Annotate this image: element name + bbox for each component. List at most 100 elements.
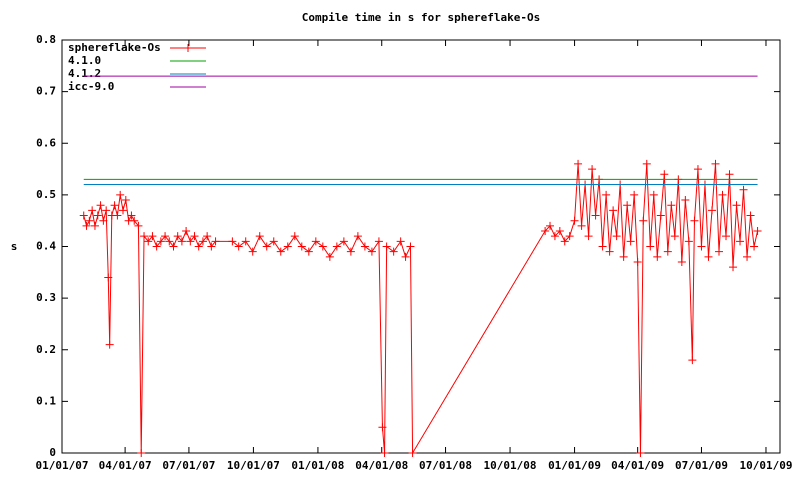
point-marker (584, 232, 593, 241)
point-marker (134, 221, 143, 230)
point-marker (360, 242, 369, 251)
point-marker (565, 232, 574, 241)
point-marker (382, 242, 391, 251)
point-marker (570, 216, 579, 225)
point-marker (90, 221, 99, 230)
point-marker (79, 211, 88, 220)
point-marker (297, 242, 306, 251)
point-marker (207, 242, 216, 251)
point-marker (105, 340, 114, 349)
point-marker (198, 237, 207, 246)
point-marker (169, 242, 178, 251)
point-marker (182, 227, 191, 236)
point-marker (406, 242, 415, 251)
point-marker (283, 242, 292, 251)
point-marker (311, 237, 320, 246)
point-marker (88, 206, 97, 215)
point-marker (269, 237, 278, 246)
point-marker (681, 196, 690, 205)
point-marker (636, 449, 645, 457)
point-marker (704, 252, 713, 261)
point-marker (93, 211, 102, 220)
x-tick-label: 01/01/08 (291, 459, 344, 472)
point-marker (380, 449, 389, 457)
point-marker (137, 449, 146, 457)
point-marker (743, 252, 752, 261)
x-tick-label: 10/01/09 (739, 459, 792, 472)
y-tick-label: 0.2 (36, 343, 56, 356)
point-marker (753, 227, 762, 236)
point-marker (630, 190, 639, 199)
point-marker (677, 257, 686, 266)
point-marker (560, 237, 569, 246)
chart-title: Compile time in s for sphereflake-Os (302, 11, 540, 24)
point-marker (729, 263, 738, 272)
point-marker (714, 247, 723, 256)
x-tick-label: 07/01/09 (675, 459, 728, 472)
y-tick-label: 0.5 (36, 188, 56, 201)
point-marker (203, 232, 212, 241)
point-marker (177, 237, 186, 246)
point-marker (161, 232, 170, 241)
point-marker (690, 216, 699, 225)
x-tick-label: 10/01/08 (484, 459, 537, 472)
point-marker (660, 170, 669, 179)
point-marker (711, 159, 720, 168)
point-marker (642, 159, 651, 168)
legend-label: 4.1.2 (68, 67, 101, 80)
legend-label: sphereflake-Os (68, 41, 161, 54)
point-marker (546, 221, 555, 230)
point-marker (248, 247, 257, 256)
y-tick-label: 0 (49, 446, 56, 459)
point-marker (670, 232, 679, 241)
y-axis-label: s (11, 240, 18, 253)
point-marker (633, 257, 642, 266)
point-marker (707, 206, 716, 215)
point-marker (262, 242, 271, 251)
point-marker (165, 237, 174, 246)
point-marker (401, 252, 410, 261)
point-marker (649, 190, 658, 199)
point-marker (646, 242, 655, 251)
point-marker (612, 232, 621, 241)
point-marker (619, 252, 628, 261)
point-marker (663, 247, 672, 256)
x-tick-label: 07/01/08 (419, 459, 472, 472)
point-marker (353, 232, 362, 241)
point-marker (241, 237, 250, 246)
point-marker (121, 196, 130, 205)
point-marker (346, 247, 355, 256)
point-marker (173, 232, 182, 241)
x-tick-label: 01/01/07 (36, 459, 89, 472)
point-marker (688, 356, 697, 365)
point-marker (228, 237, 237, 246)
point-marker (577, 221, 586, 230)
point-marker (276, 247, 285, 256)
point-marker (104, 273, 113, 282)
point-marker (339, 237, 348, 246)
point-marker (739, 185, 748, 194)
point-marker (653, 252, 662, 261)
point-marker (194, 242, 203, 251)
point-marker (96, 201, 105, 210)
point-marker (148, 232, 157, 241)
point-marker (130, 216, 139, 225)
legend-label: icc-9.0 (68, 80, 114, 93)
point-marker (234, 242, 243, 251)
point-marker (591, 211, 600, 220)
point-marker (697, 242, 706, 251)
legend-marker (184, 44, 192, 52)
point-marker (332, 242, 341, 251)
point-marker (85, 216, 94, 225)
y-tick-label: 0.4 (36, 240, 56, 253)
point-marker (574, 159, 583, 168)
point-marker (211, 237, 220, 246)
point-marker (82, 221, 91, 230)
legend-label: 4.1.0 (68, 54, 101, 67)
point-marker (732, 201, 741, 210)
point-marker (555, 227, 564, 236)
point-marker (99, 216, 108, 225)
point-marker (102, 206, 111, 215)
point-marker (736, 237, 745, 246)
